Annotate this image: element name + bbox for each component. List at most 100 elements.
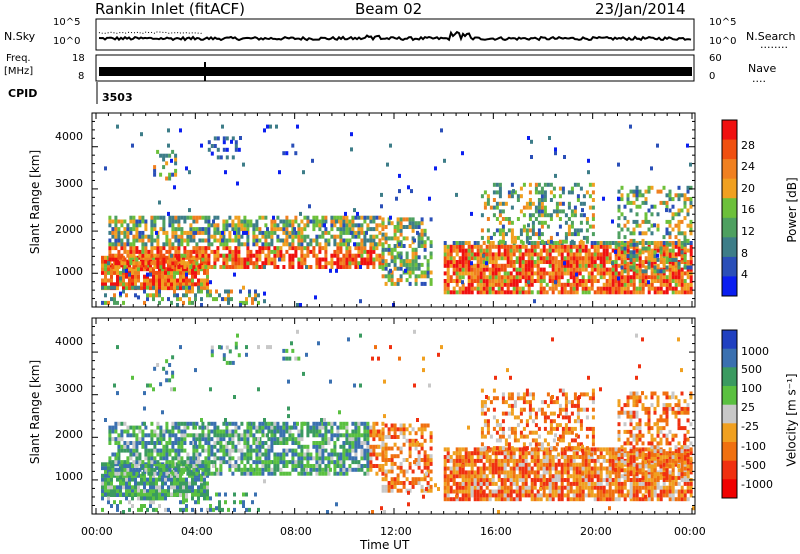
echo-cell	[122, 477, 125, 482]
echo-cell	[414, 278, 418, 283]
echo-cell	[327, 437, 331, 442]
echo-cell	[539, 275, 543, 280]
echo-cell	[156, 460, 160, 465]
echo-cell	[261, 421, 265, 426]
echo-cell	[285, 464, 289, 468]
echo-cell	[186, 242, 190, 247]
echo-cell	[525, 232, 529, 237]
echo-cell	[116, 473, 119, 478]
echo-cell	[246, 246, 250, 251]
echo-cell	[173, 270, 176, 275]
echo-cell	[123, 460, 127, 465]
echo-cell	[354, 223, 358, 228]
echo-cell	[207, 223, 211, 228]
echo-cell	[531, 220, 535, 225]
echo-cell	[204, 219, 208, 224]
echo-cell	[680, 193, 684, 198]
echo-cell	[132, 441, 136, 445]
echo-cell	[207, 242, 211, 247]
echo-cell	[488, 497, 492, 502]
echo-cell	[189, 441, 193, 445]
echo-cell	[134, 270, 137, 275]
echo-cell	[170, 267, 173, 272]
echo-cell	[599, 252, 603, 257]
echo-cell	[195, 444, 199, 449]
echo-cell	[140, 493, 143, 497]
echo-cell	[161, 267, 164, 272]
echo-cell	[162, 437, 166, 442]
echo-cell	[359, 299, 362, 304]
echo-cell	[123, 227, 127, 232]
echo-cell	[381, 471, 385, 476]
xtick-0000: 00:00	[81, 525, 113, 538]
echo-cell	[626, 290, 630, 295]
echo-cell	[620, 265, 624, 270]
echo-cell	[423, 232, 427, 237]
echo-cell	[291, 246, 295, 251]
echo-cell	[129, 456, 133, 461]
echo-cell	[179, 481, 182, 486]
echo-cell	[659, 282, 663, 287]
echo-cell	[381, 217, 385, 222]
echo-cell	[119, 500, 122, 505]
echo-cell	[117, 471, 121, 476]
echo-cell	[174, 234, 178, 239]
echo-cell	[194, 263, 197, 268]
echo-cell	[461, 260, 465, 264]
echo-cell	[689, 279, 693, 283]
echo-cell	[608, 244, 612, 249]
echo-cell	[446, 282, 450, 287]
echo-cell	[369, 429, 373, 434]
echo-cell	[680, 219, 684, 224]
echo-cell	[227, 297, 230, 302]
echo-cell	[398, 173, 401, 178]
echo-cell	[135, 441, 139, 445]
echo-cell	[141, 433, 145, 438]
echo-cell	[582, 235, 586, 240]
echo-cell	[491, 286, 495, 291]
echo-cell	[179, 263, 182, 268]
noise-right-tick-bottom: 10^0	[709, 36, 737, 47]
echo-cell	[228, 257, 232, 262]
echo-cell	[183, 429, 187, 434]
echo-cell	[248, 507, 251, 512]
echo-cell	[626, 219, 630, 224]
echo-cell	[348, 246, 352, 251]
echo-cell	[369, 433, 373, 438]
echo-cell	[366, 456, 370, 461]
echo-cell	[470, 466, 474, 471]
echo-cell	[228, 433, 232, 438]
echo-cell	[195, 433, 199, 438]
echo-cell	[452, 497, 456, 502]
echo-cell	[273, 261, 277, 266]
echo-cell	[467, 248, 471, 253]
echo-cell	[248, 293, 251, 298]
echo-cell	[417, 458, 421, 462]
echo-cell	[234, 421, 238, 426]
echo-cell	[146, 293, 149, 298]
echo-cell	[128, 493, 131, 497]
echo-cell	[570, 224, 574, 229]
echo-cell	[458, 241, 462, 245]
noise-panel-frame	[95, 18, 695, 51]
echo-cell	[318, 464, 322, 468]
echo-cell	[156, 441, 160, 445]
echo-cell	[650, 286, 654, 291]
echo-cell	[354, 444, 358, 449]
echo-cell	[153, 429, 157, 434]
echo-cell	[237, 227, 241, 232]
echo-cell	[417, 262, 421, 267]
echo-cell	[393, 225, 397, 229]
echo-cell	[204, 257, 208, 262]
echo-cell	[270, 242, 274, 247]
echo-cell	[270, 230, 274, 235]
echo-cell	[182, 293, 185, 298]
echo-cell	[117, 219, 121, 224]
echo-cell	[201, 246, 205, 251]
echo-cell	[501, 217, 505, 221]
echo-cell	[158, 496, 161, 501]
echo-cell	[384, 477, 388, 482]
echo-cell	[135, 223, 139, 228]
echo-cell	[381, 437, 385, 442]
echo-cell	[165, 234, 169, 239]
